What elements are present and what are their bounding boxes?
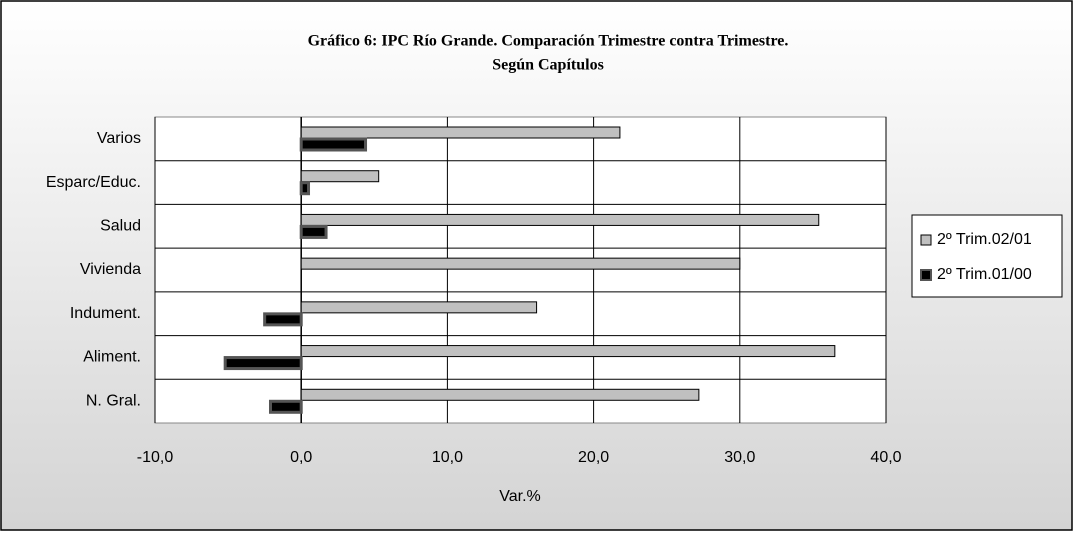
- x-tick-label: 10,0: [432, 449, 463, 466]
- bar: [300, 170, 380, 183]
- y-tick-label: N. Gral.: [86, 392, 141, 409]
- y-tick-label: Aliment.: [83, 349, 141, 366]
- bar: [300, 257, 741, 270]
- x-tick-label: 40,0: [870, 449, 901, 466]
- bar: [299, 181, 311, 196]
- y-tick-label: Esparc/Educ.: [46, 174, 141, 191]
- y-tick-label: Indument.: [70, 305, 141, 322]
- x-tick-label: 20,0: [578, 449, 609, 466]
- bar: [223, 356, 303, 371]
- bar: [268, 399, 303, 414]
- chart-title: Según Capítulos: [492, 57, 604, 74]
- legend-swatch: [920, 234, 932, 246]
- y-tick-label: Vivienda: [80, 261, 141, 278]
- bar: [300, 213, 820, 226]
- bar: [263, 312, 303, 327]
- chart-title: Gráfico 6: IPC Río Grande. Comparación T…: [308, 33, 789, 50]
- bar: [300, 388, 700, 401]
- bar: [300, 126, 621, 139]
- x-axis-label: Var.%: [499, 488, 541, 505]
- y-tick-label: Varios: [97, 130, 141, 147]
- plot-area: [154, 116, 887, 424]
- bar: [300, 345, 836, 358]
- bar: [300, 301, 538, 314]
- x-tick-label: 0,0: [290, 449, 312, 466]
- x-tick-label: 30,0: [724, 449, 755, 466]
- legend-swatch: [920, 269, 932, 281]
- legend-label: 2º Trim.02/01: [937, 231, 1032, 248]
- legend: [911, 214, 1063, 298]
- bar: [299, 224, 328, 239]
- y-tick-label: Salud: [100, 218, 141, 235]
- legend-label: 2º Trim.01/00: [937, 266, 1032, 283]
- bar: [299, 137, 368, 152]
- x-tick-label: -10,0: [137, 449, 174, 466]
